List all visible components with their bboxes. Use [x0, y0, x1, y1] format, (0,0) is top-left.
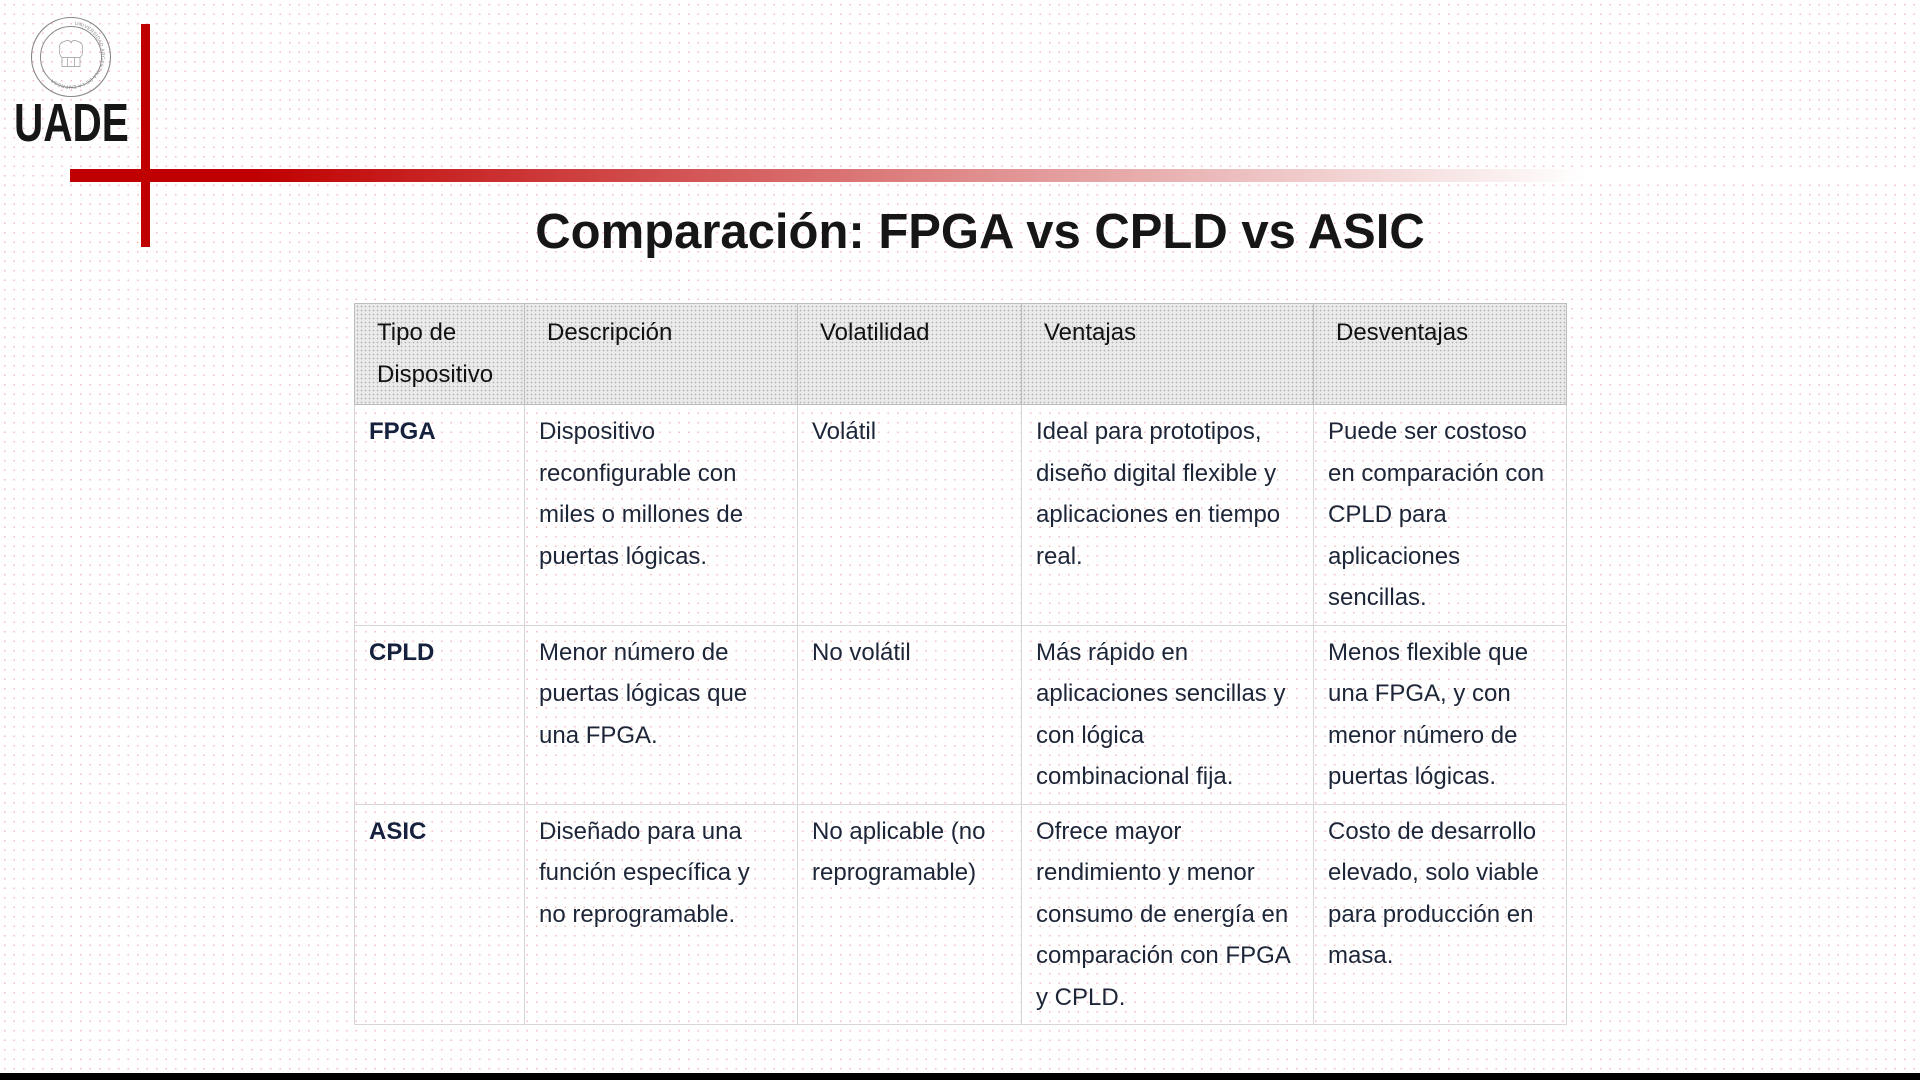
svg-text:UNIVERSIDAD ARGENTINA DE LA EM: UNIVERSIDAD ARGENTINA DE LA EMPRESA: [49, 20, 105, 89]
